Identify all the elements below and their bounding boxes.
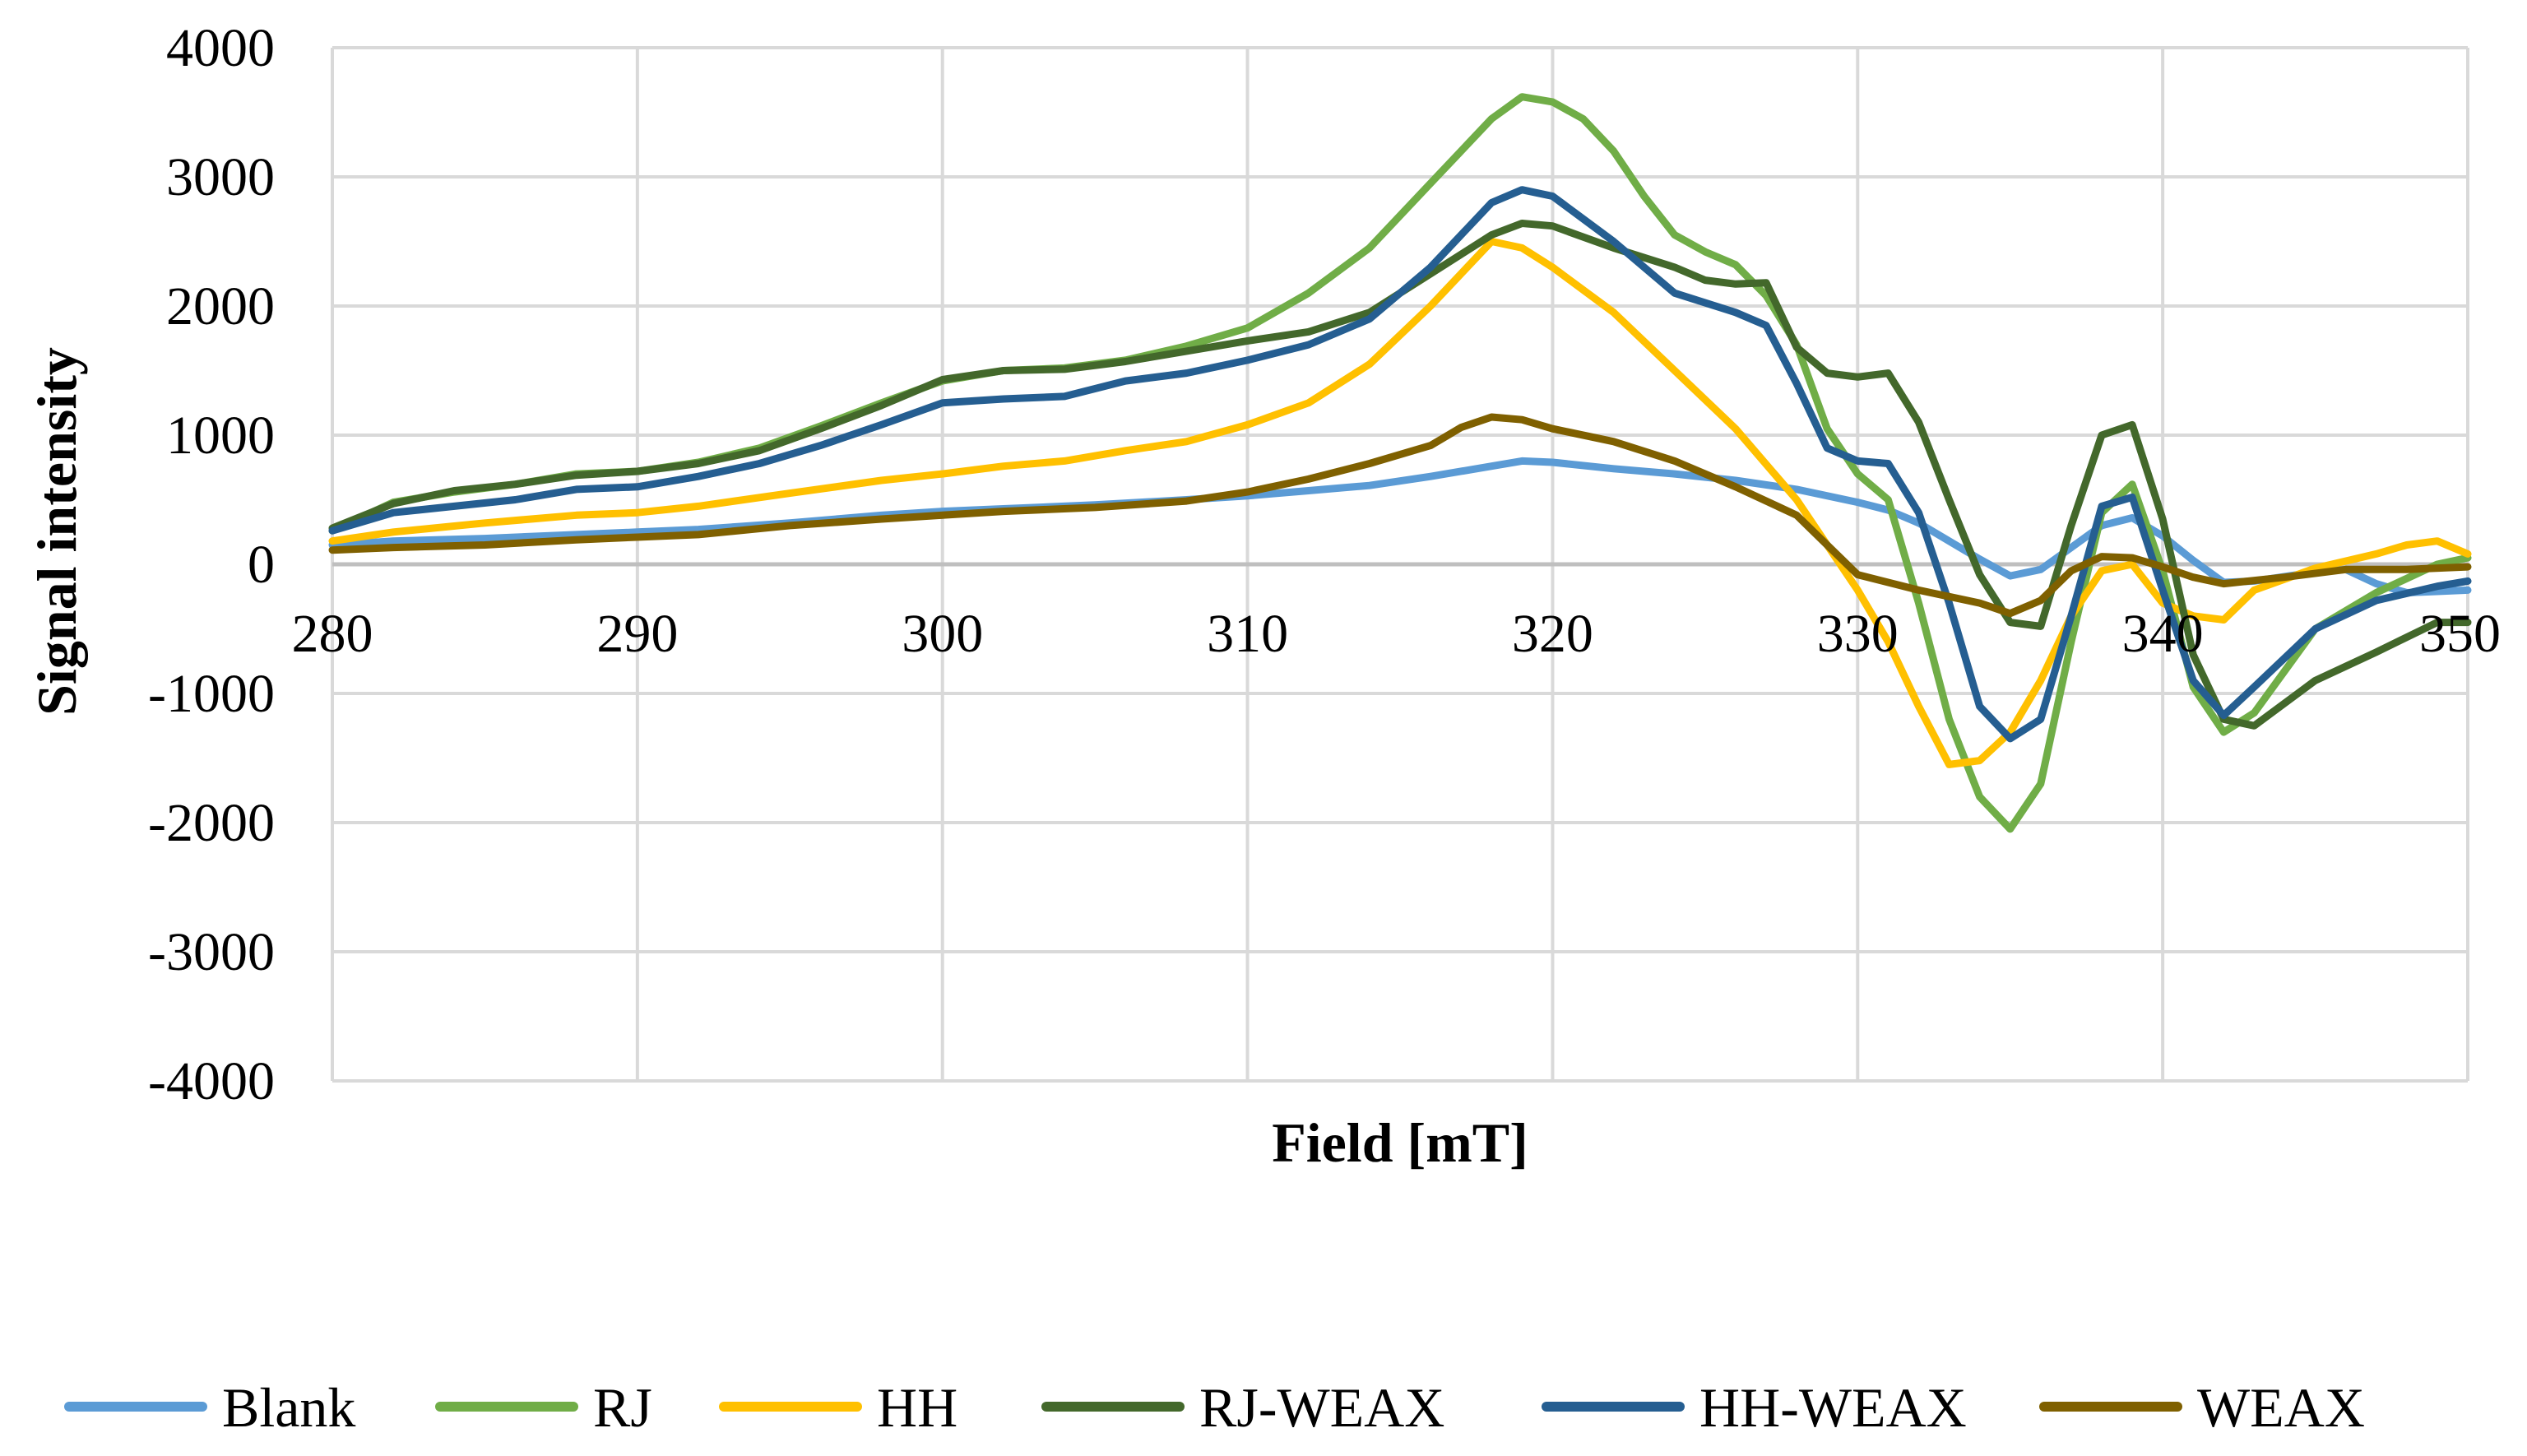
legend-label: Blank [222, 1376, 355, 1439]
legend-label: HH-WEAX [1699, 1376, 1967, 1439]
y-tick-label: 3000 [166, 147, 275, 207]
x-axis-title: Field [mT] [1272, 1111, 1528, 1174]
series-lines [328, 93, 2472, 833]
y-axis-title: Signal intensity [26, 347, 88, 716]
x-tick-label: 320 [1512, 604, 1593, 664]
y-tick-label: -4000 [148, 1051, 275, 1111]
x-tick-label: 350 [2419, 604, 2501, 664]
x-tick-label: 310 [1207, 604, 1288, 664]
y-tick-label: -1000 [148, 664, 275, 724]
y-tick-label: 2000 [166, 276, 275, 336]
legend: Blank RJ HH RJ-WEAX HH-WEAX WEAX [64, 1376, 2365, 1439]
legend-label: RJ-WEAX [1199, 1376, 1444, 1439]
y-tick-labels: 4000 3000 2000 1000 0 -1000 -2000 -3000 -4000 [148, 18, 275, 1111]
legend-label: HH [877, 1376, 957, 1439]
y-tick-label: 0 [248, 535, 275, 595]
series-line-weax [328, 413, 2472, 618]
x-tick-label: 330 [1817, 604, 1899, 664]
series-line-hh [328, 238, 2472, 768]
x-tick-label: 280 [292, 604, 373, 664]
legend-label: RJ [593, 1376, 652, 1439]
x-tick-label: 290 [596, 604, 678, 664]
x-tick-labels: 280 290 300 310 320 330 340 350 [292, 604, 2501, 664]
x-tick-label: 300 [902, 604, 983, 664]
legend-label: WEAX [2197, 1376, 2365, 1439]
y-tick-label: -2000 [148, 793, 275, 853]
y-tick-label: 1000 [166, 406, 275, 466]
series-line-hh-weax [328, 186, 2472, 743]
x-tick-label: 340 [2122, 604, 2204, 664]
y-tick-label: -3000 [148, 922, 275, 982]
series-line-rj-weax [328, 220, 2472, 730]
y-tick-label: 4000 [166, 18, 275, 78]
